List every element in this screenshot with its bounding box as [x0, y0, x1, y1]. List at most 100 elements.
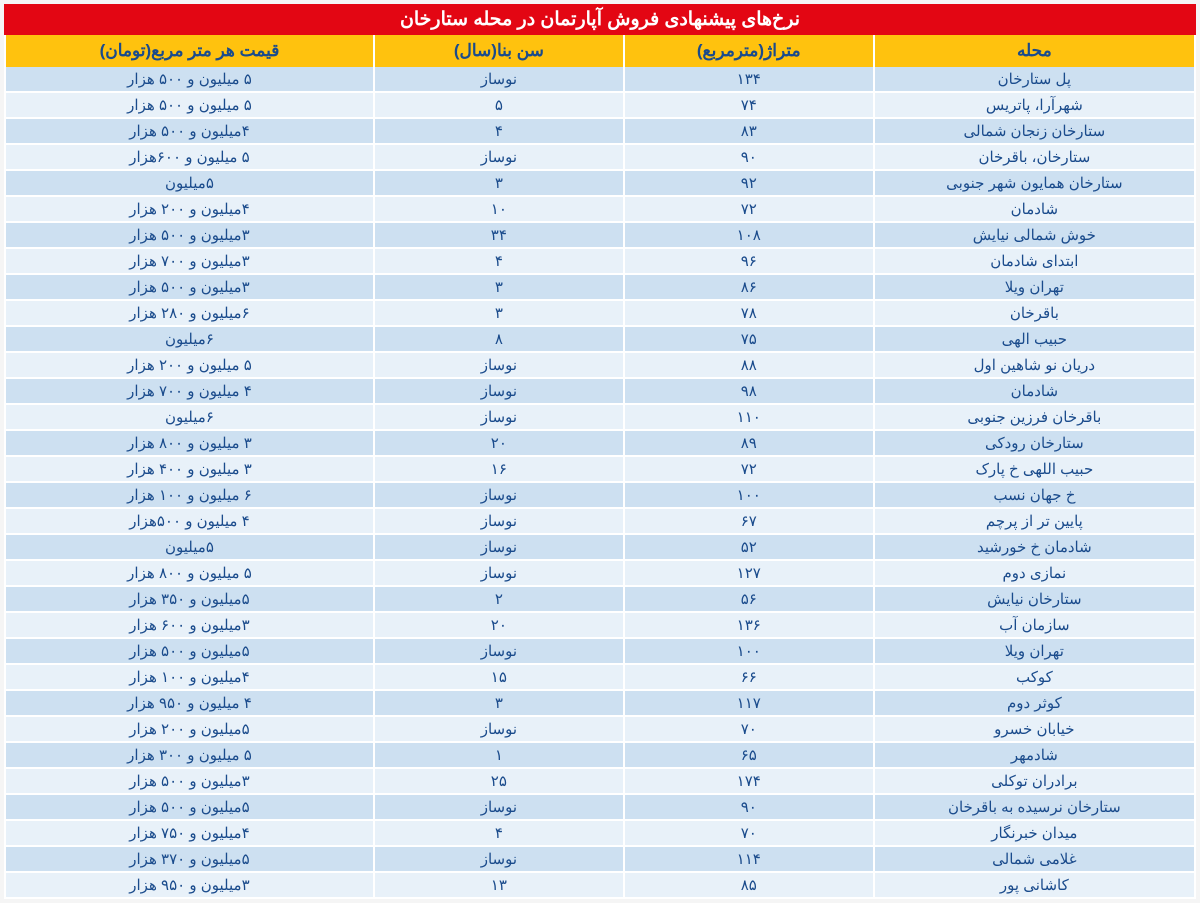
- cell-location: کوثر دوم: [874, 690, 1195, 716]
- cell-location: خوش شمالی نیایش: [874, 222, 1195, 248]
- cell-price: ۴میلیون و ۱۰۰ هزار: [5, 664, 374, 690]
- cell-age: نوساز: [374, 846, 624, 872]
- cell-price: ۶میلیون: [5, 326, 374, 352]
- table-row: نمازی دوم۱۲۷نوساز۵ میلیون و ۸۰۰ هزار: [5, 560, 1195, 586]
- cell-location: شادمان: [874, 378, 1195, 404]
- cell-area: ۷۸: [624, 300, 874, 326]
- cell-location: ستارخان، باقرخان: [874, 144, 1195, 170]
- cell-area: ۱۰۰: [624, 482, 874, 508]
- cell-price: ۳میلیون و ۵۰۰ هزار: [5, 222, 374, 248]
- cell-age: نوساز: [374, 534, 624, 560]
- cell-age: ۱۰: [374, 196, 624, 222]
- cell-price: ۵میلیون و ۲۰۰ هزار: [5, 716, 374, 742]
- cell-location: برادران توکلی: [874, 768, 1195, 794]
- cell-area: ۷۵: [624, 326, 874, 352]
- cell-location: شهرآرا، پاتریس: [874, 92, 1195, 118]
- cell-area: ۸۳: [624, 118, 874, 144]
- cell-area: ۱۷۴: [624, 768, 874, 794]
- cell-price: ۴میلیون و ۲۰۰ هزار: [5, 196, 374, 222]
- cell-location: پایین تر از پرچم: [874, 508, 1195, 534]
- table-row: تهران ویلا۸۶۳۳میلیون و ۵۰۰ هزار: [5, 274, 1195, 300]
- cell-price: ۳میلیون و ۹۵۰ هزار: [5, 872, 374, 898]
- cell-location: ستارخان نیایش: [874, 586, 1195, 612]
- table-row: ستارخان رودکی۸۹۲۰۳ میلیون و ۸۰۰ هزار: [5, 430, 1195, 456]
- cell-location: تهران ویلا: [874, 638, 1195, 664]
- cell-age: ۴: [374, 118, 624, 144]
- cell-price: ۵ میلیون و ۵۰۰ هزار: [5, 67, 374, 92]
- table-row: شادمان خ خورشید۵۲نوساز۵میلیون: [5, 534, 1195, 560]
- cell-price: ۶میلیون و ۲۸۰ هزار: [5, 300, 374, 326]
- cell-age: ۱۵: [374, 664, 624, 690]
- cell-price: ۵ میلیون و ۳۰۰ هزار: [5, 742, 374, 768]
- cell-area: ۶۶: [624, 664, 874, 690]
- cell-location: خ جهان نسب: [874, 482, 1195, 508]
- cell-age: ۱۳: [374, 872, 624, 898]
- cell-price: ۳میلیون و ۷۰۰ هزار: [5, 248, 374, 274]
- table-header-row: محلهمتراژ(مترمربع)سن بنا(سال)قیمت هر متر…: [5, 35, 1195, 67]
- cell-location: دریان نو شاهین اول: [874, 352, 1195, 378]
- cell-price: ۵میلیون: [5, 170, 374, 196]
- cell-location: کوکب: [874, 664, 1195, 690]
- price-table-container: نرخ‌های پیشنهادی فروش آپارتمان در محله س…: [4, 4, 1196, 899]
- cell-age: نوساز: [374, 144, 624, 170]
- cell-age: ۲۰: [374, 612, 624, 638]
- cell-location: ابتدای شادمان: [874, 248, 1195, 274]
- cell-location: خیابان خسرو: [874, 716, 1195, 742]
- cell-area: ۹۲: [624, 170, 874, 196]
- cell-area: ۱۲۷: [624, 560, 874, 586]
- table-row: کاشانی پور۸۵۱۳۳میلیون و ۹۵۰ هزار: [5, 872, 1195, 898]
- cell-area: ۶۵: [624, 742, 874, 768]
- cell-price: ۵میلیون و ۳۷۰ هزار: [5, 846, 374, 872]
- table-row: تهران ویلا۱۰۰نوساز۵میلیون و ۵۰۰ هزار: [5, 638, 1195, 664]
- cell-age: ۳۴: [374, 222, 624, 248]
- table-row: باقرخان۷۸۳۶میلیون و ۲۸۰ هزار: [5, 300, 1195, 326]
- cell-price: ۵ میلیون و ۵۰۰ هزار: [5, 92, 374, 118]
- cell-location: غلامی شمالی: [874, 846, 1195, 872]
- cell-area: ۷۰: [624, 820, 874, 846]
- table-title: نرخ‌های پیشنهادی فروش آپارتمان در محله س…: [4, 4, 1196, 35]
- table-row: کوثر دوم۱۱۷۳۴ میلیون و ۹۵۰ هزار: [5, 690, 1195, 716]
- cell-area: ۹۰: [624, 144, 874, 170]
- cell-area: ۱۱۷: [624, 690, 874, 716]
- cell-location: تهران ویلا: [874, 274, 1195, 300]
- cell-area: ۵۲: [624, 534, 874, 560]
- cell-area: ۷۲: [624, 196, 874, 222]
- cell-location: پل ستارخان: [874, 67, 1195, 92]
- cell-age: ۴: [374, 248, 624, 274]
- cell-price: ۵میلیون و ۳۵۰ هزار: [5, 586, 374, 612]
- cell-price: ۴میلیون و ۵۰۰ هزار: [5, 118, 374, 144]
- cell-location: باقرخان فرزین جنوبی: [874, 404, 1195, 430]
- table-row: باقرخان فرزین جنوبی۱۱۰نوساز۶میلیون: [5, 404, 1195, 430]
- cell-price: ۶ میلیون و ۱۰۰ هزار: [5, 482, 374, 508]
- table-row: خوش شمالی نیایش۱۰۸۳۴۳میلیون و ۵۰۰ هزار: [5, 222, 1195, 248]
- price-table: محلهمتراژ(مترمربع)سن بنا(سال)قیمت هر متر…: [4, 35, 1196, 899]
- cell-location: ستارخان همایون شهر جنوبی: [874, 170, 1195, 196]
- cell-age: ۳: [374, 690, 624, 716]
- cell-area: ۸۸: [624, 352, 874, 378]
- cell-area: ۵۶: [624, 586, 874, 612]
- table-row: خ جهان نسب۱۰۰نوساز۶ میلیون و ۱۰۰ هزار: [5, 482, 1195, 508]
- table-row: شادمهر۶۵۱۵ میلیون و ۳۰۰ هزار: [5, 742, 1195, 768]
- table-row: غلامی شمالی۱۱۴نوساز۵میلیون و ۳۷۰ هزار: [5, 846, 1195, 872]
- cell-location: سازمان آب: [874, 612, 1195, 638]
- cell-location: ستارخان زنجان شمالی: [874, 118, 1195, 144]
- cell-age: نوساز: [374, 794, 624, 820]
- table-row: دریان نو شاهین اول۸۸نوساز۵ میلیون و ۲۰۰ …: [5, 352, 1195, 378]
- cell-area: ۱۱۴: [624, 846, 874, 872]
- table-row: پایین تر از پرچم۶۷نوساز۴ میلیون و ۵۰۰هزا…: [5, 508, 1195, 534]
- cell-area: ۷۲: [624, 456, 874, 482]
- cell-price: ۴ میلیون و ۵۰۰هزار: [5, 508, 374, 534]
- cell-price: ۳میلیون و ۵۰۰ هزار: [5, 768, 374, 794]
- cell-age: ۳: [374, 274, 624, 300]
- col-header-area: متراژ(مترمربع): [624, 35, 874, 67]
- table-body: پل ستارخان۱۳۴نوساز۵ میلیون و ۵۰۰ هزارشهر…: [5, 67, 1195, 898]
- table-row: شادمان۹۸نوساز۴ میلیون و ۷۰۰ هزار: [5, 378, 1195, 404]
- cell-age: نوساز: [374, 352, 624, 378]
- cell-area: ۱۰۰: [624, 638, 874, 664]
- table-row: خیابان خسرو۷۰نوساز۵میلیون و ۲۰۰ هزار: [5, 716, 1195, 742]
- cell-age: نوساز: [374, 638, 624, 664]
- cell-price: ۳ میلیون و ۴۰۰ هزار: [5, 456, 374, 482]
- cell-price: ۴ میلیون و ۷۰۰ هزار: [5, 378, 374, 404]
- cell-price: ۶میلیون: [5, 404, 374, 430]
- cell-age: ۵: [374, 92, 624, 118]
